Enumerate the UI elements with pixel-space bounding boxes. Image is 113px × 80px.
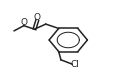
Text: O: O bbox=[33, 13, 40, 22]
Text: O: O bbox=[21, 18, 27, 27]
Text: Cl: Cl bbox=[70, 60, 79, 69]
